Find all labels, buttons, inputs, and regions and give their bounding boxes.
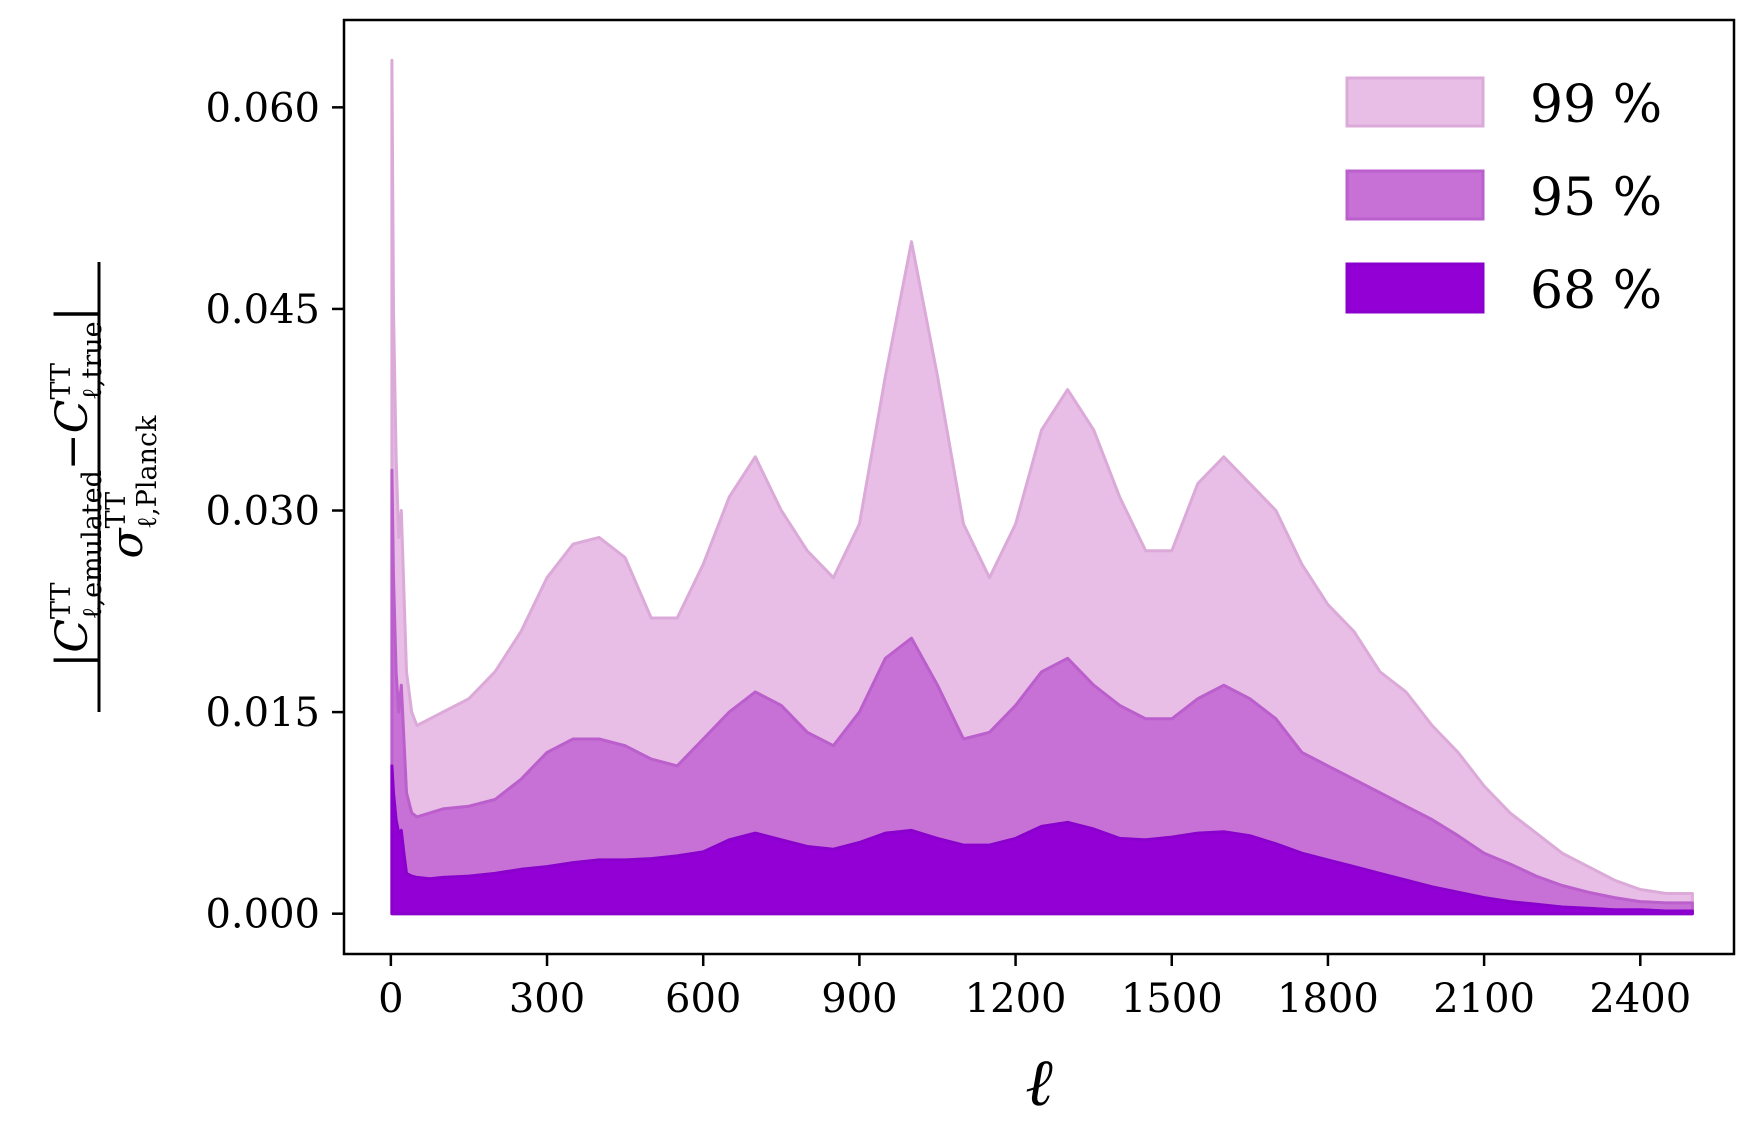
legend-label-68: 68 % xyxy=(1530,261,1662,321)
y-tick-label: 0.060 xyxy=(205,85,320,131)
legend: 99 % 95 % 68 % xyxy=(1345,75,1662,321)
legend-swatch-68 xyxy=(1345,262,1485,314)
y-axis-denominator: σTTℓ,Planck xyxy=(101,415,163,559)
x-axis-label: ℓ xyxy=(1025,1044,1053,1121)
x-tick-label: 2100 xyxy=(1433,976,1535,1022)
plot-frame xyxy=(342,18,1736,956)
x-tick-label: 900 xyxy=(821,976,897,1022)
y-axis: 0.000 0.015 0.030 0.045 0.060 xyxy=(205,85,344,938)
x-tick-label: 1500 xyxy=(1121,976,1223,1022)
y-axis-numerator: |CTTℓ,emulated−CTTℓ,true| xyxy=(46,307,108,668)
series-area-2 xyxy=(390,468,1694,916)
series-area-1 xyxy=(390,58,1694,916)
x-axis: 0 300 600 900 1200 1500 1800 2100 2400 xyxy=(378,954,1691,1022)
y-tick-label: 0.045 xyxy=(205,287,320,333)
x-tick-label: 1800 xyxy=(1277,976,1379,1022)
series-layer xyxy=(390,58,1694,916)
y-tick-label: 0.000 xyxy=(205,892,320,938)
legend-swatch-99 xyxy=(1345,76,1485,128)
y-tick-label: 0.030 xyxy=(205,489,320,535)
legend-swatch-95 xyxy=(1345,169,1485,221)
legend-label-99: 99 % xyxy=(1530,75,1662,135)
x-tick-label: 600 xyxy=(665,976,741,1022)
series-area-3 xyxy=(390,764,1694,916)
y-axis-label: |CTTℓ,emulated−CTTℓ,true| σTTℓ,Planck xyxy=(46,262,163,712)
x-tick-label: 2400 xyxy=(1589,976,1691,1022)
legend-label-95: 95 % xyxy=(1530,168,1662,228)
x-tick-label: 0 xyxy=(378,976,403,1022)
x-tick-label: 300 xyxy=(509,976,585,1022)
x-tick-label: 1200 xyxy=(965,976,1067,1022)
y-tick-label: 0.015 xyxy=(205,690,320,736)
